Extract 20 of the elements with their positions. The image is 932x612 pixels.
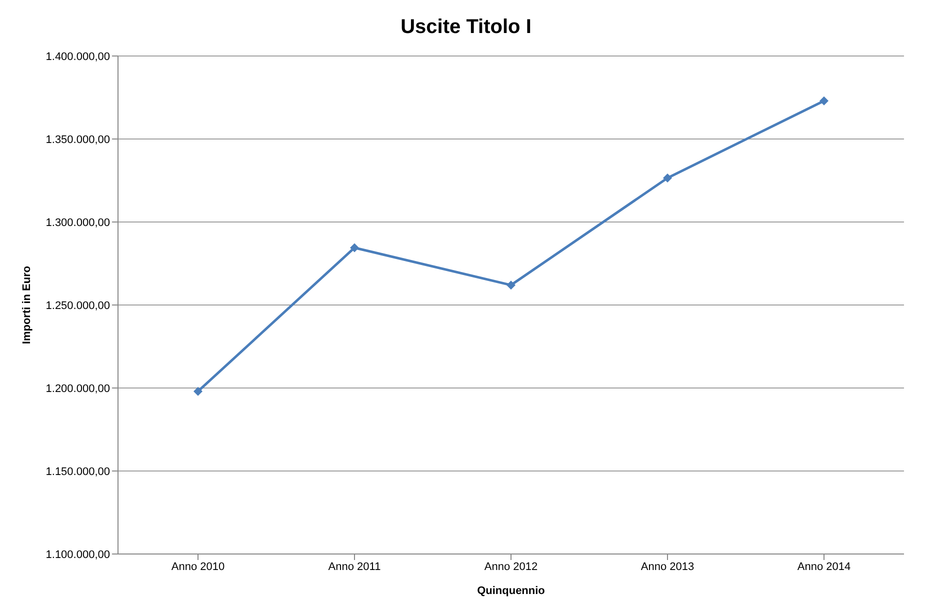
y-tick-label: 1.250.000,00: [46, 300, 110, 312]
point: [506, 280, 516, 290]
x-tick-label: Anno 2014: [797, 560, 851, 573]
y-tick-label: 1.200.000,00: [46, 382, 110, 395]
y-tick-label: 1.100.000,00: [46, 548, 110, 561]
x-axis-title: Quinquennio: [477, 585, 546, 597]
x-tick-label: Anno 2013: [640, 560, 694, 573]
x-tick-label: Anno 2011: [328, 560, 381, 573]
chart-title: Uscite Titolo I: [400, 15, 532, 40]
x-tick-label: Anno 2012: [484, 560, 538, 573]
y-axis-title: Importi in Euro: [20, 266, 33, 344]
point: [194, 386, 202, 396]
point: [350, 243, 359, 252]
y-tick-label: 1.300.000,00: [46, 216, 110, 229]
x-tick-label: Anno 2010: [171, 560, 225, 573]
point: [663, 174, 672, 183]
y-tick-label: 1.350.000,00: [46, 134, 110, 146]
point: [820, 96, 828, 106]
y-tick-label: 1.150.000,00: [46, 466, 110, 478]
y-tick-label: 1.400.000,00: [46, 50, 110, 63]
